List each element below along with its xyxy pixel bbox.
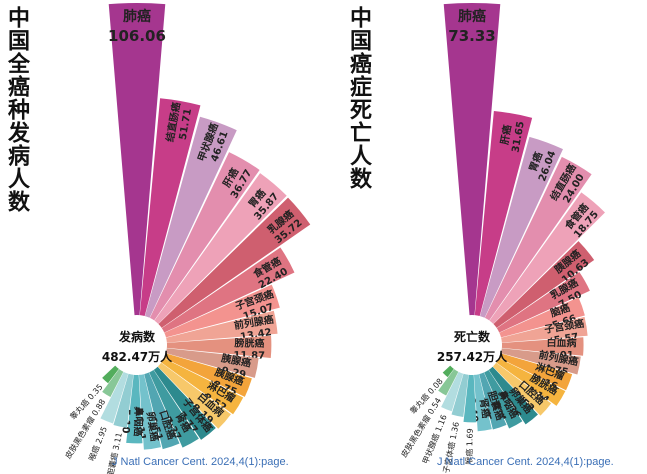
source-note-left: J Natl Cancer Cent. 2024,4(1):page. [112,456,289,468]
mortality-bar [438,369,459,396]
mortality-bar [489,192,605,324]
mortality-center-label: 死亡数 [454,329,491,344]
mortality-bar [473,374,492,432]
mortality-bar [443,3,501,316]
mortality-title: 中国癌症死亡人数 [346,6,371,190]
incidence-bar [102,369,124,398]
mortality-bar-group: 肺癌 73.33 [443,3,501,316]
mortality-bar [442,365,454,378]
incidence-bar [113,373,134,428]
incidence-title: 中国全癌种发病人数 [4,6,29,213]
mortality-bar [479,136,563,318]
incidence-value-label: 11.87 [233,350,265,361]
incidence-bar [149,370,199,448]
mortality-bar-label: 肾癌 [477,397,493,419]
mortality-bar [474,111,533,316]
mortality-bar [451,373,469,417]
incidence-bar [161,247,295,333]
incidence-bar [100,371,129,424]
mortality-bar-label: 喉癌 1.69 [464,428,475,465]
mortality-bar [499,297,585,338]
incidence-bar [158,197,311,328]
mortality-bar [499,353,573,391]
mortality-bar [484,156,592,321]
incidence-bar [166,335,272,358]
incidence-bar [157,362,231,429]
mortality-center-disc [443,316,501,374]
incidence-bar-label: 卵巢癌 [144,411,161,443]
incidence-bar [149,152,260,321]
incidence-bar [166,310,278,343]
mortality-value-label: 31.65 [510,120,526,153]
mortality-bar [496,358,566,406]
incidence-value-label: 106.06 [108,27,166,45]
mortality-bar [463,374,477,423]
incidence-bar [153,366,216,440]
mortality-value-label: 73.33 [448,27,495,45]
mortality-center-value: 257.42万人 [437,349,508,364]
incidence-bar-group: 肺癌 106.06 [108,3,166,316]
incidence-bar-label: 鼻咽癌 [132,406,146,436]
mortality-bar [492,362,552,416]
incidence-bar [139,98,201,316]
mortality-bar-group: 喉癌 1.69 [463,374,477,465]
mortality-bar-label: 白血病 [547,336,577,349]
mortality-bar [479,372,507,430]
incidence-bar [164,284,280,338]
incidence-bar [144,116,237,318]
incidence-bar [164,353,252,397]
incidence-center-disc [108,316,166,374]
incidence-bar [126,374,143,444]
incidence-bar [108,3,166,316]
mortality-bar [441,371,464,412]
mortality-bar-label: 肝癌 [498,124,514,146]
incidence-bar [144,372,180,450]
mortality-bar [501,337,584,356]
incidence-bar-label: 肺癌 [123,8,151,25]
mortality-bar [484,370,523,429]
incidence-bar [161,358,244,415]
mortality-bar [501,316,588,343]
incidence-bar [138,374,162,450]
mortality-bar [488,366,538,425]
mortality-bar [496,272,590,333]
source-note-right: J Natl Cancer Cent. 2024,4(1):page. [437,456,614,468]
incidence-center-value: 482.47万人 [102,349,173,364]
mortality-bar [500,348,581,375]
mortality-bar-label: 肺癌 [458,8,486,25]
incidence-bar [154,173,287,324]
incidence-bar [165,348,259,378]
incidence-center-label: 发病数 [118,329,156,344]
incidence-bar [102,365,119,384]
incidence-value-label: 51.71 [178,108,194,141]
mortality-bar [493,241,595,328]
incidence-bar-label: 膀胱癌 [233,336,264,349]
